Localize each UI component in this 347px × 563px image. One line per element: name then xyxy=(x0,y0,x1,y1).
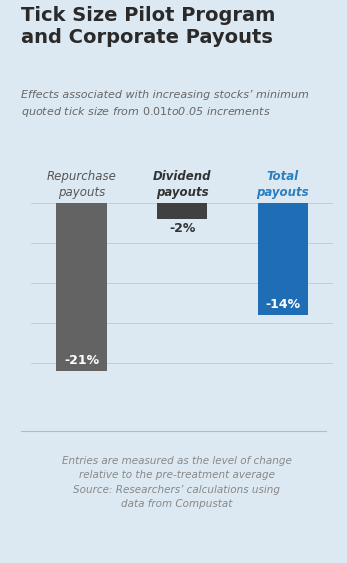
Bar xyxy=(157,203,207,218)
Text: Dividend
payouts: Dividend payouts xyxy=(153,170,211,199)
Text: -14%: -14% xyxy=(265,298,301,311)
Text: -2%: -2% xyxy=(169,222,195,235)
Text: Repurchase
payouts: Repurchase payouts xyxy=(46,170,117,199)
Text: Entries are measured as the level of change
relative to the pre-treatment averag: Entries are measured as the level of cha… xyxy=(62,456,292,509)
Text: Effects associated with increasing stocks’ minimum
quoted tick size from $0.01 t: Effects associated with increasing stock… xyxy=(21,90,309,119)
Bar xyxy=(56,203,107,370)
Text: Tick Size Pilot Program
and Corporate Payouts: Tick Size Pilot Program and Corporate Pa… xyxy=(21,6,275,47)
Text: Total
payouts: Total payouts xyxy=(256,170,309,199)
Text: -21%: -21% xyxy=(64,354,99,367)
Bar xyxy=(257,203,308,315)
